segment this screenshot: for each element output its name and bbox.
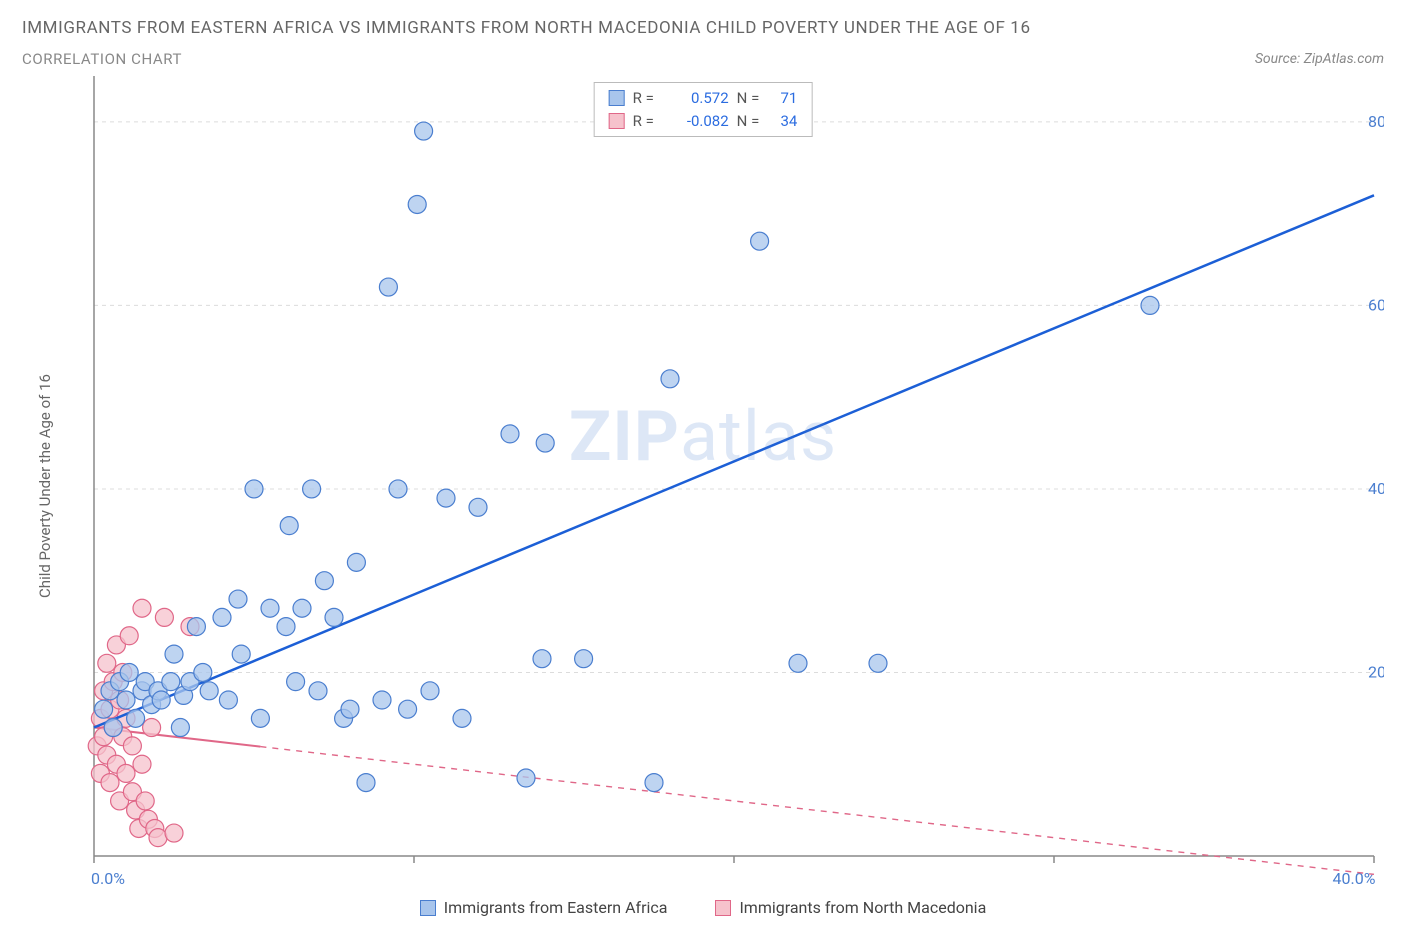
svg-text:60.0%: 60.0%: [1368, 295, 1384, 314]
legend-label: Immigrants from Eastern Africa: [444, 898, 668, 917]
legend-item: Immigrants from North Macedonia: [715, 898, 986, 917]
svg-text:80.0%: 80.0%: [1368, 112, 1384, 131]
chart-canvas: 20.0% 40.0% 60.0% 80.0% 0.0% 40.0% Child Pover…: [22, 76, 1384, 896]
legend-swatch-icon: [715, 900, 731, 916]
legend-item: Immigrants from Eastern Africa: [420, 898, 668, 917]
stats-legend-row: R = -0.082 N = 34: [609, 110, 798, 133]
r-value-1: -0.082: [669, 110, 729, 133]
svg-text:40.0%: 40.0%: [1368, 479, 1384, 498]
source-attribution: Source: ZipAtlas.com: [1255, 51, 1384, 67]
legend-label: Immigrants from North Macedonia: [739, 898, 986, 917]
svg-text:20.0%: 20.0%: [1368, 662, 1384, 681]
r-value-0: 0.572: [669, 87, 729, 110]
legend-swatch-series-1: [609, 113, 625, 129]
series-legend: Immigrants from Eastern Africa Immigrant…: [22, 898, 1384, 920]
stats-legend: R = 0.572 N = 71 R = -0.082 N = 34: [594, 82, 813, 137]
n-label: N =: [737, 87, 760, 110]
n-value-0: 71: [767, 87, 797, 110]
r-label: R =: [633, 87, 661, 110]
legend-swatch-series-0: [609, 90, 625, 106]
svg-text:Child Poverty Under the Age of: Child Poverty Under the Age of 16: [36, 374, 54, 598]
n-value-1: 34: [767, 110, 797, 133]
r-label: R =: [633, 110, 661, 133]
svg-text:0.0%: 0.0%: [91, 869, 125, 888]
svg-text:40.0%: 40.0%: [1333, 869, 1376, 888]
stats-legend-row: R = 0.572 N = 71: [609, 87, 798, 110]
chart-header: IMMIGRANTS FROM EASTERN AFRICA VS IMMIGR…: [22, 18, 1384, 68]
chart-title: IMMIGRANTS FROM EASTERN AFRICA VS IMMIGR…: [22, 18, 1384, 38]
chart-subtitle: CORRELATION CHART: [22, 50, 182, 68]
legend-swatch-icon: [420, 900, 436, 916]
correlation-chart: 20.0% 40.0% 60.0% 80.0% 0.0% 40.0% Child Pover…: [22, 76, 1384, 896]
n-label: N =: [737, 110, 760, 133]
